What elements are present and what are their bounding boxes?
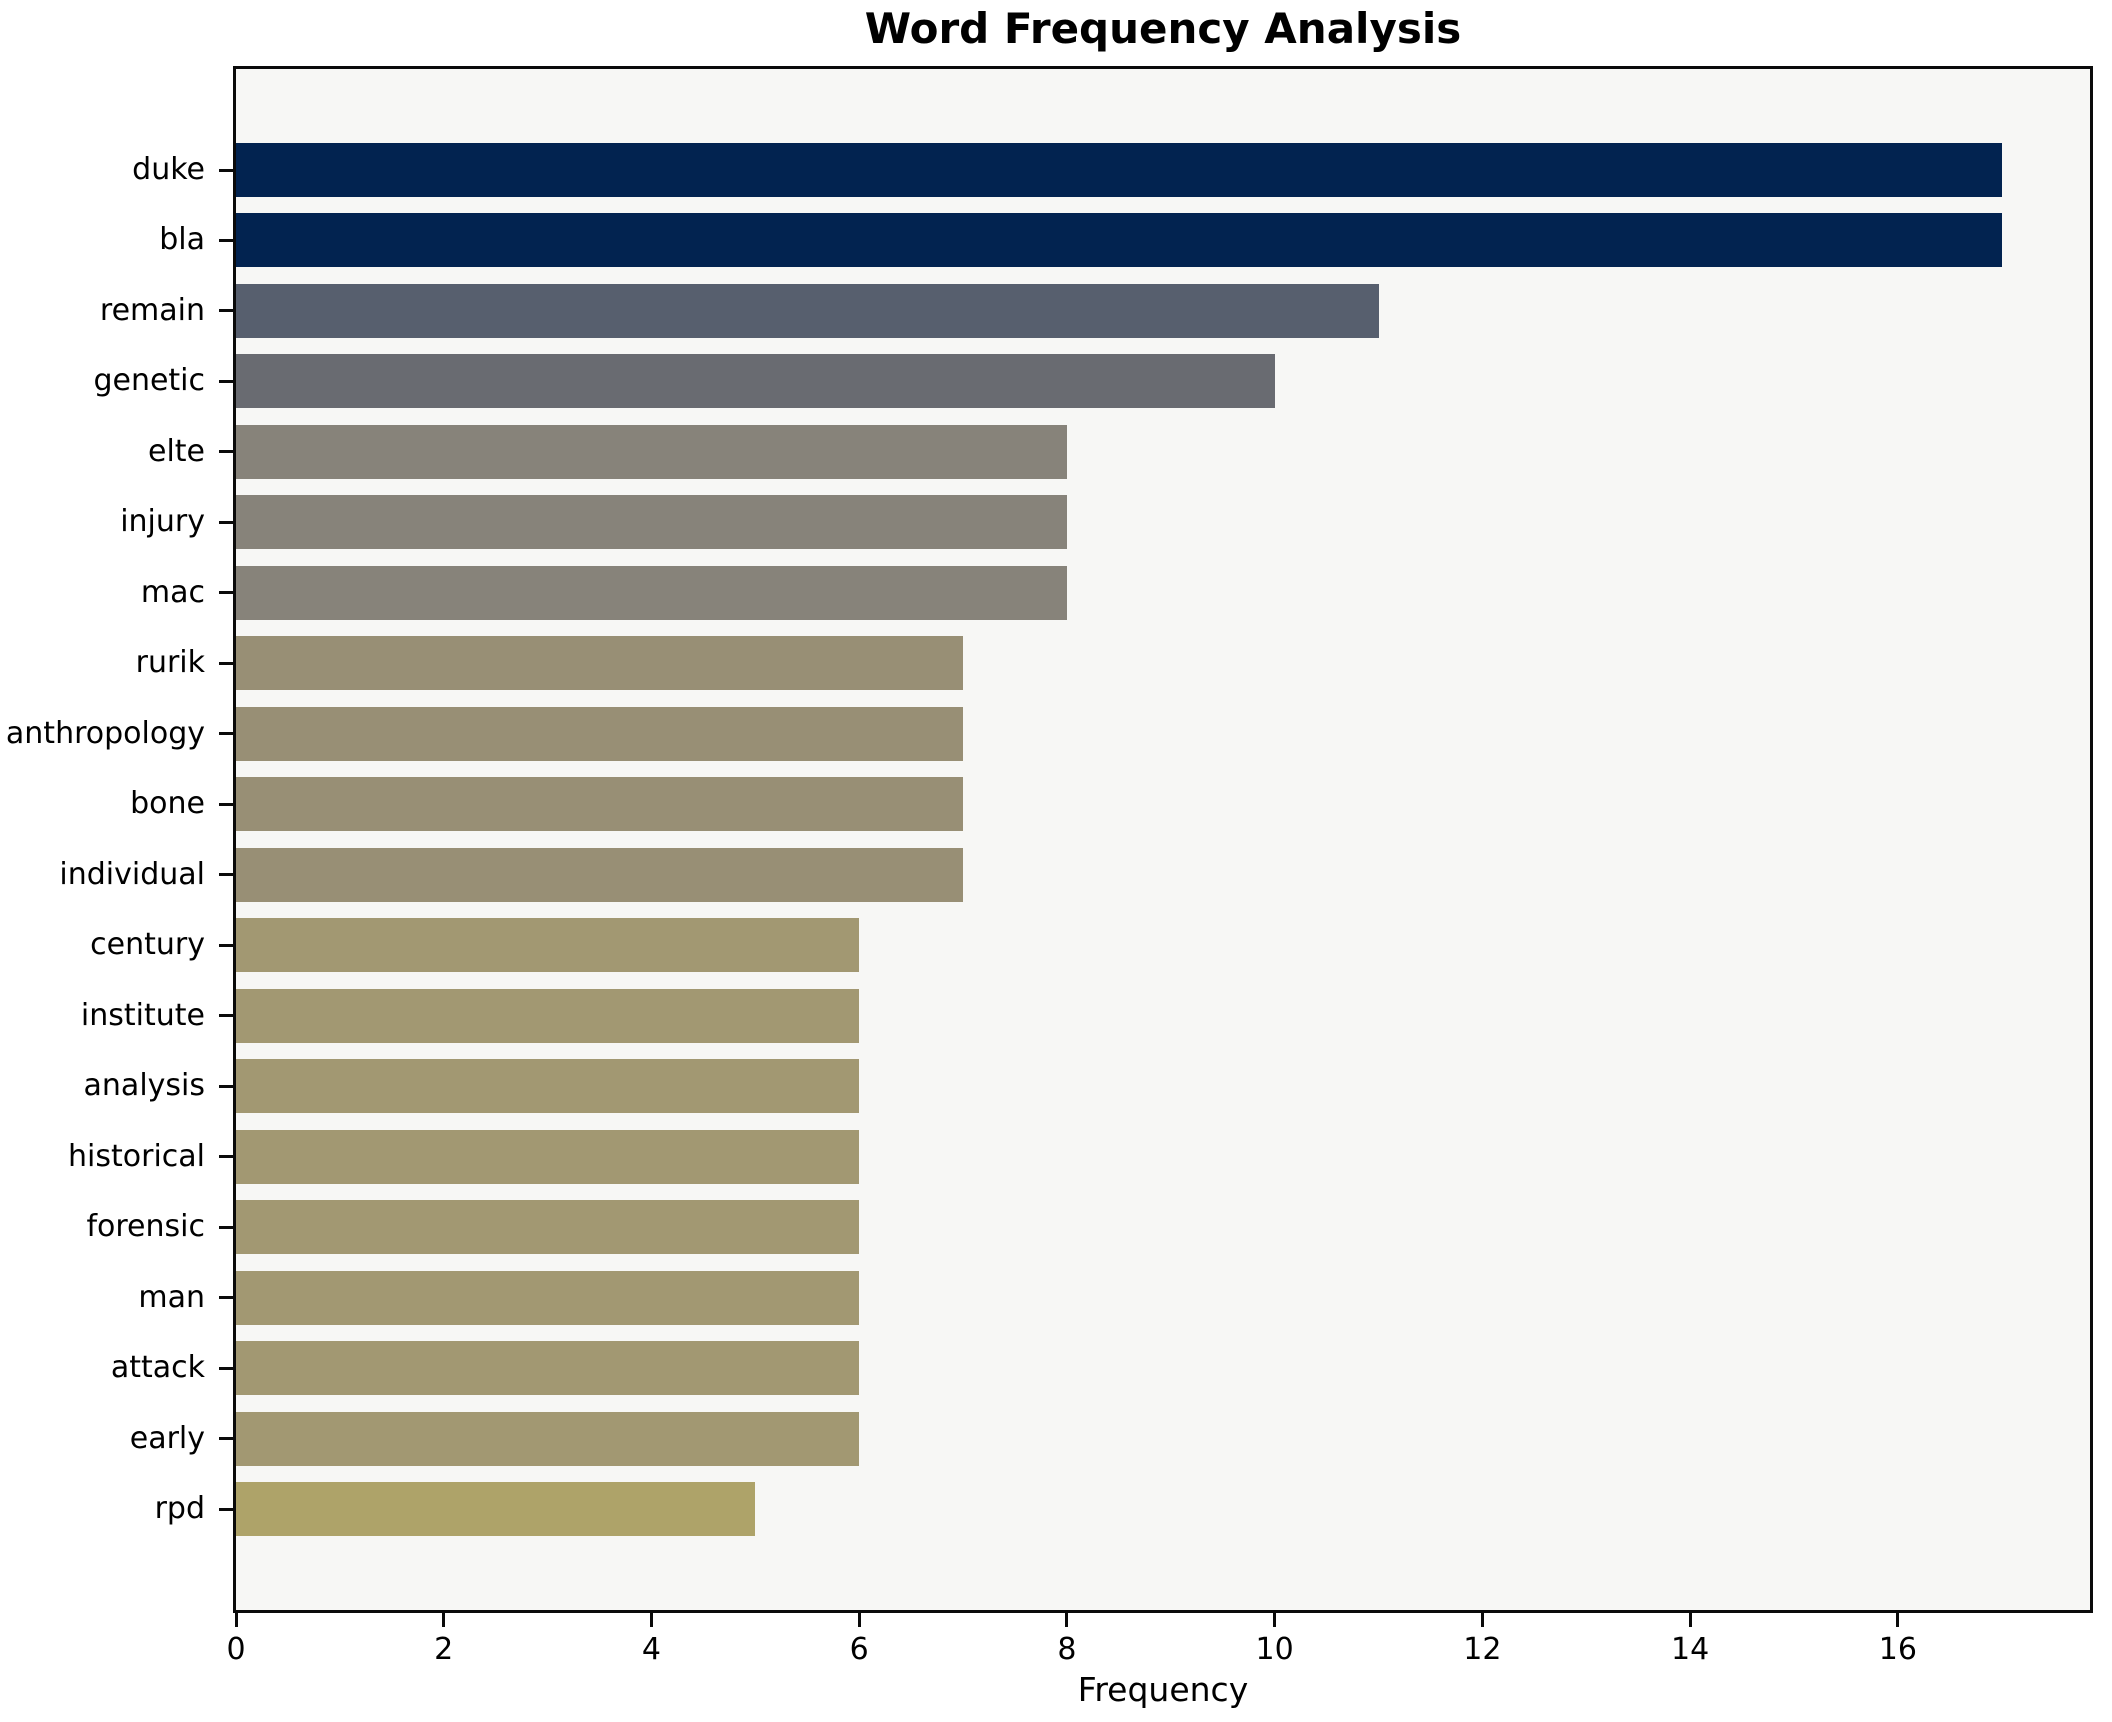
y-tick-label-attack: attack <box>110 1350 205 1386</box>
y-tick-label-forensic: forensic <box>86 1209 205 1245</box>
bar-rpd <box>236 1482 756 1536</box>
y-tick-label-rpd: rpd <box>154 1491 205 1526</box>
x-tick-mark <box>1065 1613 1069 1627</box>
x-tick-mark <box>1480 1613 1484 1627</box>
y-tick-mark <box>219 309 233 313</box>
y-tick-mark <box>219 520 233 524</box>
y-tick-label-rurik: rurik <box>135 645 205 681</box>
y-tick-mark <box>219 661 233 665</box>
y-tick-mark <box>219 732 233 736</box>
x-tick-label-6: 6 <box>849 1632 869 1667</box>
x-tick-mark <box>1896 1613 1900 1627</box>
bar-elte <box>236 424 1067 479</box>
x-tick-label-16: 16 <box>1878 1632 1917 1667</box>
y-tick-mark <box>219 379 233 383</box>
y-tick-mark <box>219 1437 233 1441</box>
y-tick-label-injury: injury <box>120 504 205 540</box>
x-tick-mark <box>442 1613 446 1627</box>
bar-anthropology <box>236 706 964 761</box>
x-tick-mark <box>1273 1613 1277 1627</box>
y-tick-mark <box>219 873 233 877</box>
y-tick-mark <box>219 943 233 947</box>
y-tick-label-bla: bla <box>159 222 205 258</box>
x-tick-label-8: 8 <box>1057 1632 1077 1667</box>
x-tick-label-0: 0 <box>226 1632 246 1667</box>
y-tick-mark <box>219 238 233 242</box>
y-tick-label-elte: elte <box>147 433 205 469</box>
bar-century <box>236 918 860 973</box>
bar-institute <box>236 988 860 1043</box>
x-tick-mark <box>234 1613 238 1627</box>
x-tick-label-14: 14 <box>1671 1632 1710 1667</box>
y-tick-mark <box>219 1296 233 1300</box>
bar-mac <box>236 565 1067 620</box>
y-tick-mark <box>219 802 233 806</box>
y-tick-label-genetic: genetic <box>93 363 205 399</box>
y-tick-mark <box>219 1084 233 1088</box>
bar-bla <box>236 213 2002 268</box>
x-tick-mark <box>1688 1613 1692 1627</box>
x-tick-label-2: 2 <box>434 1632 454 1667</box>
y-tick-label-anthropology: anthropology <box>5 715 205 751</box>
x-tick-label-12: 12 <box>1463 1632 1502 1667</box>
x-tick-label-4: 4 <box>641 1632 661 1667</box>
y-tick-label-century: century <box>90 927 205 963</box>
bar-genetic <box>236 354 1275 409</box>
y-tick-label-analysis: analysis <box>83 1068 205 1104</box>
bar-remain <box>236 283 1379 338</box>
y-tick-label-institute: institute <box>80 997 205 1033</box>
x-axis-label: Frequency <box>1077 1670 1249 1709</box>
bar-rurik <box>236 636 964 691</box>
bar-historical <box>236 1129 860 1184</box>
y-tick-mark <box>219 168 233 172</box>
x-tick-label-10: 10 <box>1255 1632 1294 1667</box>
y-tick-mark <box>219 450 233 454</box>
bar-attack <box>236 1341 860 1396</box>
y-tick-label-man: man <box>138 1279 205 1315</box>
bar-bone <box>236 777 964 832</box>
bar-duke <box>236 143 2002 197</box>
y-tick-label-bone: bone <box>130 786 205 822</box>
chart-title: Word Frequency Analysis <box>864 4 1462 53</box>
y-tick-mark <box>219 591 233 595</box>
bar-injury <box>236 495 1067 550</box>
y-tick-mark <box>219 1155 233 1159</box>
bar-analysis <box>236 1059 860 1114</box>
y-tick-label-duke: duke <box>132 152 205 187</box>
y-tick-label-early: early <box>129 1420 205 1456</box>
bar-man <box>236 1270 860 1325</box>
bar-forensic <box>236 1200 860 1255</box>
y-tick-mark <box>219 1366 233 1370</box>
bar-individual <box>236 847 964 902</box>
bar-early <box>236 1411 860 1466</box>
plot-area <box>233 66 2093 1613</box>
x-tick-mark <box>649 1613 653 1627</box>
y-tick-mark <box>219 1507 233 1511</box>
y-tick-mark <box>219 1225 233 1229</box>
y-tick-label-remain: remain <box>99 292 205 328</box>
y-tick-mark <box>219 1014 233 1018</box>
y-tick-label-historical: historical <box>68 1138 205 1174</box>
y-tick-label-individual: individual <box>59 856 205 892</box>
y-tick-label-mac: mac <box>140 574 205 610</box>
x-tick-mark <box>857 1613 861 1627</box>
